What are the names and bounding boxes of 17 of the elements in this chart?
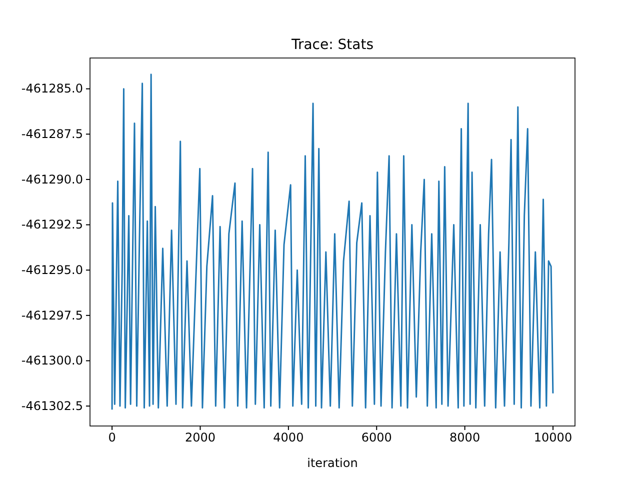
x-tick-label: 0: [108, 430, 116, 445]
chart-title: Trace: Stats: [290, 37, 374, 53]
y-tick-label: -461297.5: [21, 308, 83, 322]
x-tick-label: 6000: [361, 430, 392, 445]
y-tick-label: -461295.0: [21, 262, 83, 277]
y-tick-label: -461285.0: [21, 82, 83, 96]
y-tick-label: -461287.5: [21, 126, 83, 141]
y-tick-label: -461290.0: [21, 172, 83, 186]
x-tick-label: 8000: [450, 430, 480, 445]
x-axis-title: iteration: [307, 456, 358, 470]
y-tick-label: -461302.5: [21, 398, 83, 413]
y-tick-label: -461300.0: [21, 354, 83, 368]
x-tick-label: 10000: [534, 430, 572, 445]
line-series: [111, 74, 554, 410]
y-tick-label: -461292.5: [21, 218, 83, 232]
x-tick-label: 4000: [273, 430, 304, 445]
x-tick-label: 2000: [184, 430, 216, 445]
